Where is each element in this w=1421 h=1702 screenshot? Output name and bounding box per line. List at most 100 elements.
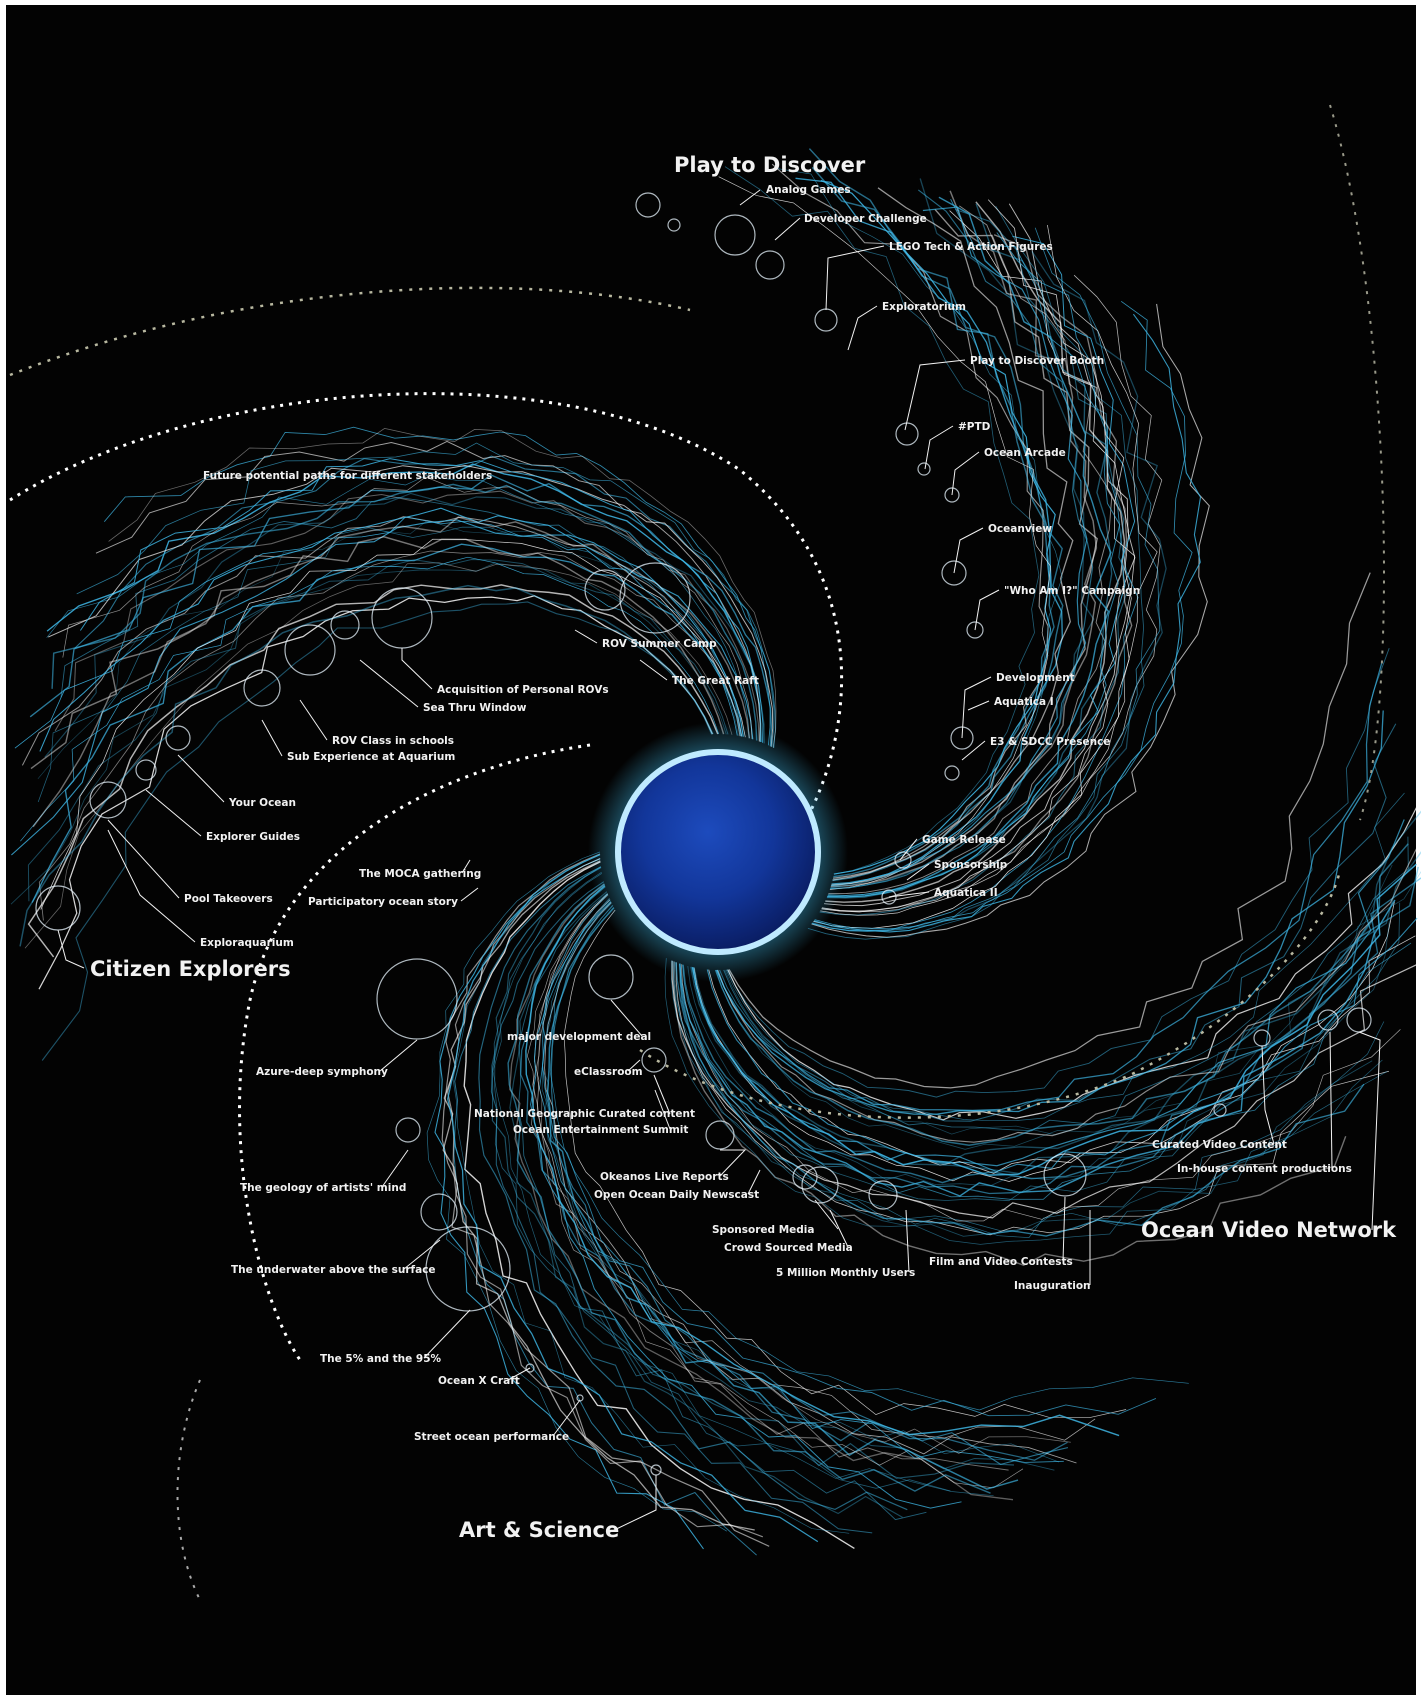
label-exploratorium: Exploratorium	[882, 301, 966, 313]
label-sponsorship: Sponsorship	[934, 859, 1008, 871]
leader-line	[423, 1309, 471, 1359]
spiral-strand	[530, 901, 962, 1509]
future-paths	[9, 104, 1385, 1601]
spiral-strand	[490, 881, 873, 1534]
spiral-strand	[426, 851, 727, 1532]
spiral-strand	[44, 492, 765, 758]
label-e3-sdcc-presence: E3 & SDCC Presence	[990, 736, 1110, 748]
spiral-strand	[51, 483, 758, 741]
label-5-and-95: The 5% and the 95%	[320, 1353, 442, 1365]
milestone-circle	[944, 765, 960, 781]
milestone-circle	[165, 725, 191, 751]
label-analog-games: Analog Games	[766, 184, 851, 196]
label-azure-deep-symphony: Azure-deep symphony	[256, 1066, 388, 1078]
spiral-strand	[539, 899, 1064, 1463]
milestone-circle	[705, 1120, 735, 1150]
future-path-arc	[238, 743, 591, 1361]
label-in-house-content-productions: In-house content productions	[1177, 1163, 1352, 1175]
spiral-strand	[95, 440, 761, 742]
milestone-circle	[330, 610, 360, 640]
milestone-circle	[588, 954, 634, 1000]
spiral-strand	[46, 475, 750, 739]
label-development: Development	[996, 672, 1075, 684]
spiral-strand	[682, 942, 1412, 1200]
spiral-strand	[76, 442, 775, 748]
spiral-strand	[446, 857, 764, 1538]
spiral-strand	[807, 205, 1145, 940]
spiral-strand	[27, 559, 729, 902]
spiral-strand	[672, 902, 1401, 1202]
milestone-circle	[376, 958, 458, 1040]
spiral-strand	[692, 863, 1417, 1176]
milestone-circle	[895, 422, 919, 446]
label-participatory-ocean-story: Participatory ocean story	[308, 896, 458, 908]
spiral-strand	[108, 427, 777, 748]
spiral-strand	[820, 224, 1158, 916]
leader-line	[507, 1367, 531, 1381]
spiral-strand	[825, 201, 1126, 903]
milestone-circle	[941, 560, 967, 586]
spiral-strand	[526, 893, 1024, 1489]
leader-line	[814, 1199, 839, 1230]
milestone-circle	[894, 851, 912, 869]
spiral-strand	[716, 663, 1383, 1112]
spiral-strand	[39, 507, 744, 752]
spiral-strand	[724, 166, 1040, 875]
label-open-ocean-daily-newscast: Open Ocean Daily Newscast	[594, 1189, 759, 1201]
spiral-strand	[716, 710, 1384, 1115]
spiral-strand	[541, 893, 1157, 1417]
spiral-strand	[814, 300, 1193, 930]
core	[588, 722, 848, 982]
spiral-strand	[723, 836, 1409, 1132]
spiral-strand	[509, 891, 903, 1518]
spiral-strand	[29, 474, 773, 747]
leader-line	[57, 929, 85, 969]
leader-line	[607, 1475, 657, 1534]
spiral-strand	[10, 562, 727, 905]
label-ocean-entertainment-summit: Ocean Entertainment Summit	[513, 1124, 688, 1136]
milestone-circle	[1317, 1009, 1339, 1031]
spiral-strand	[507, 883, 991, 1494]
core-orb	[615, 749, 821, 955]
spiral-strand	[693, 810, 1421, 1165]
milestone-circle	[944, 487, 960, 503]
leader-line	[747, 1169, 761, 1195]
label-natgeo-curated-content: National Geographic Curated content	[474, 1108, 695, 1120]
spiral-strand	[537, 894, 1071, 1454]
spiral-strand	[714, 843, 1409, 1146]
future-path-arc	[639, 869, 1342, 1119]
leader-line	[967, 700, 990, 711]
spiral-strand	[808, 148, 1055, 878]
spiral-strand	[771, 163, 1049, 881]
spiral-strand	[687, 920, 1390, 1187]
label-inauguration: Inauguration	[1014, 1280, 1091, 1292]
label-geology-artists-mind: The geology of artists' mind	[240, 1182, 406, 1194]
spiral-strand	[442, 860, 755, 1531]
milestone-circle	[641, 1047, 667, 1073]
leader-line	[107, 819, 180, 899]
spiral-strand	[830, 178, 1095, 890]
label-ptd: #PTD	[958, 421, 991, 433]
milestone-circle	[792, 1164, 818, 1190]
leader-line	[379, 1039, 418, 1072]
leader-line	[1329, 1031, 1333, 1169]
leader-line	[461, 859, 471, 874]
spiral-strand	[544, 902, 1077, 1464]
label-crowd-sourced-media: Crowd Sourced Media	[724, 1242, 853, 1254]
label-ocean-arcade: Ocean Arcade	[984, 447, 1066, 459]
leader-line	[627, 1059, 641, 1072]
spiral-strand	[820, 179, 1056, 875]
leader-line	[653, 1074, 671, 1115]
label-play-to-discover-booth: Play to Discover Booth	[970, 355, 1104, 367]
label-rov-class-in-schools: ROV Class in schools	[332, 735, 454, 747]
label-sub-experience-aquarium: Sub Experience at Aquarium	[287, 751, 455, 763]
spiral-strand	[833, 187, 1074, 879]
spiral-strand	[717, 838, 1421, 1143]
leader-line	[825, 245, 885, 311]
spiral-strand	[708, 935, 1416, 1174]
label-aquatica-ii: Aquatica II	[934, 887, 998, 899]
label-lego-tech: LEGO Tech & Action Figures	[889, 241, 1053, 253]
spiral-strand	[664, 958, 1383, 1245]
leader-line	[552, 1399, 581, 1437]
future-paths-note: Future potential paths for different sta…	[203, 470, 492, 482]
